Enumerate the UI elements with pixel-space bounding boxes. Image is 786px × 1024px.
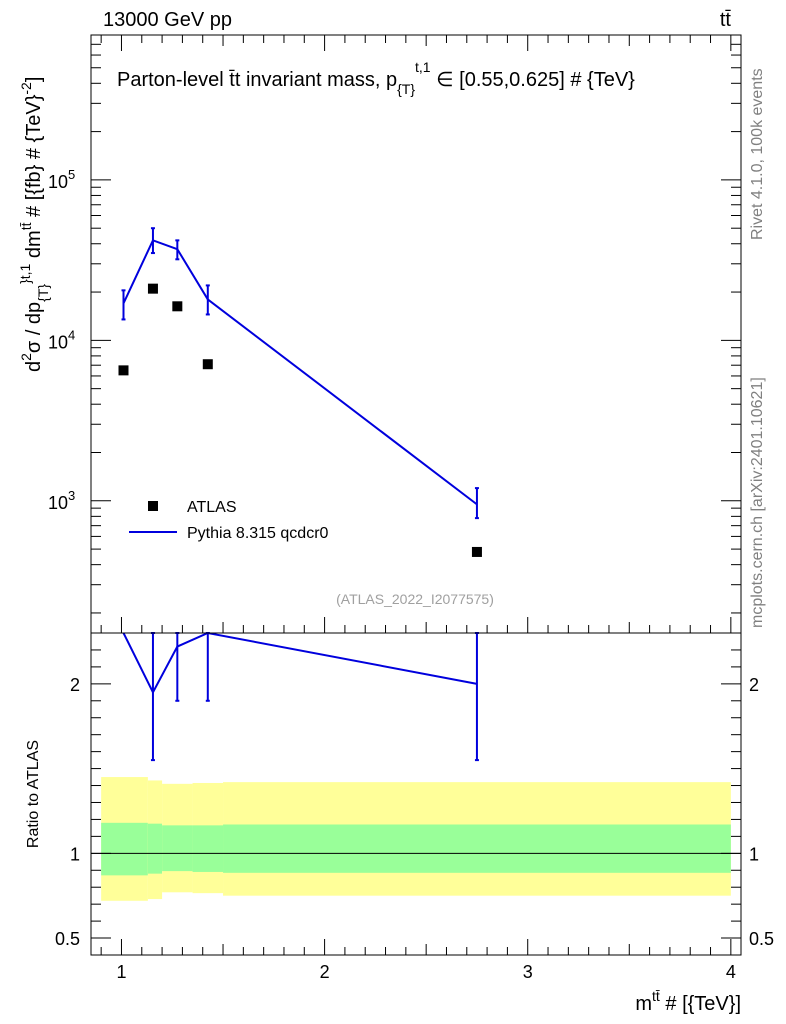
analysis-id: (ATLAS_2022_I2077575)	[336, 591, 494, 607]
x-tick-label-3: 4	[726, 962, 736, 982]
ratio-frame	[90, 632, 742, 956]
ratio-panel	[91, 631, 741, 901]
xlabel-m: m	[635, 993, 652, 1015]
y-tick-label-ratio-right-0: 0.5	[749, 929, 774, 949]
y-axis-label-ratio: Ratio to ATLAS	[25, 740, 42, 848]
legend-label-atlas: ATLAS	[187, 499, 237, 516]
mcplots-label: mcplots.cern.ch [arXiv:2401.10621]	[749, 377, 766, 628]
xlabel-units: # [{TeV}]	[660, 993, 741, 1015]
ratio-band-green-0	[101, 822, 148, 876]
y-tick-label-main-0: 103	[48, 488, 75, 513]
chart-title-sub: {T}	[397, 81, 415, 97]
y-tick-label-main-base-1: 10	[48, 332, 68, 352]
y-tick-label-main-exp-2: 5	[68, 167, 75, 182]
y-tick-label-main-1: 104	[48, 327, 75, 352]
ratio-band-green-3	[192, 825, 224, 872]
chart-title-range: ∈ [0.55,0.625] # {TeV}	[431, 69, 636, 91]
ylabel-close: ]	[23, 77, 45, 83]
ylabel-supt1: }	[17, 279, 33, 284]
y-axis-label-main: d2σ / dp{T}}t,1 dmtt̄ # [{fb} # {TeV}-2]	[17, 77, 51, 372]
atlas-point-2	[172, 301, 183, 312]
y-tick-label-main-base-2: 10	[48, 172, 68, 192]
atlas-point-4	[471, 546, 482, 557]
y-tick-label-main-exp-1: 4	[68, 327, 75, 342]
legend-label-pythia: Pythia 8.315 qcdcr0	[187, 525, 329, 542]
y-tick-label-ratio-left-0: 0.5	[55, 929, 80, 949]
y-tick-label-main-2: 105	[48, 167, 75, 192]
chart-title: Parton-level t̄t invariant mass, p{T}t,1…	[117, 59, 635, 97]
y-tick-label-ratio-left-2: 2	[70, 675, 80, 695]
ratio-band-green-1	[147, 823, 163, 874]
ylabel-dm: dm	[23, 230, 45, 263]
xlabel-sup: tt̄	[652, 988, 660, 1004]
y-tick-label-ratio-right-1: 1	[749, 844, 759, 864]
rivet-label: Rivet 4.1.0, 100k events	[749, 68, 766, 240]
ylabel-supm2: -2	[18, 82, 34, 95]
ylabel-subT: {T}	[35, 284, 51, 302]
main-panel	[118, 227, 482, 557]
ylabel-sup2: 2	[18, 353, 34, 361]
header-energy: 13000 GeV pp	[103, 9, 232, 31]
atlas-point-1	[147, 283, 158, 294]
y-tick-label-main-base-0: 10	[48, 493, 68, 513]
x-tick-label-2: 3	[523, 962, 533, 982]
x-tick-label-0: 1	[116, 962, 126, 982]
header-process: tt̄	[720, 9, 732, 31]
atlas-point-3	[202, 359, 213, 370]
x-tick-label-1: 2	[320, 962, 330, 982]
chart-title-sup: t,1	[415, 59, 431, 75]
main-frame	[90, 34, 742, 634]
ylabel-supt1b: t,1	[17, 263, 33, 279]
x-axis-label: mtt̄ # [{TeV}]	[635, 988, 741, 1015]
mc-line	[122, 239, 478, 506]
y-tick-label-ratio-right-2: 2	[749, 675, 759, 695]
ratio-band-green-4	[223, 824, 731, 873]
ratio-band-green-2	[162, 825, 193, 872]
ylabel-units: # [{fb} # {TeV}	[23, 94, 45, 222]
ylabel-suptt: tt̄	[18, 222, 34, 230]
chart-title-main: Parton-level t̄t invariant mass, p	[117, 69, 397, 91]
atlas-point-0	[118, 365, 129, 376]
ylabel-d: d	[23, 361, 45, 372]
y-tick-label-ratio-left-1: 1	[70, 844, 80, 864]
ylabel-sigma: σ / dp	[23, 302, 45, 353]
legend-marker-atlas	[148, 501, 158, 511]
y-tick-label-main-exp-0: 3	[68, 488, 75, 503]
